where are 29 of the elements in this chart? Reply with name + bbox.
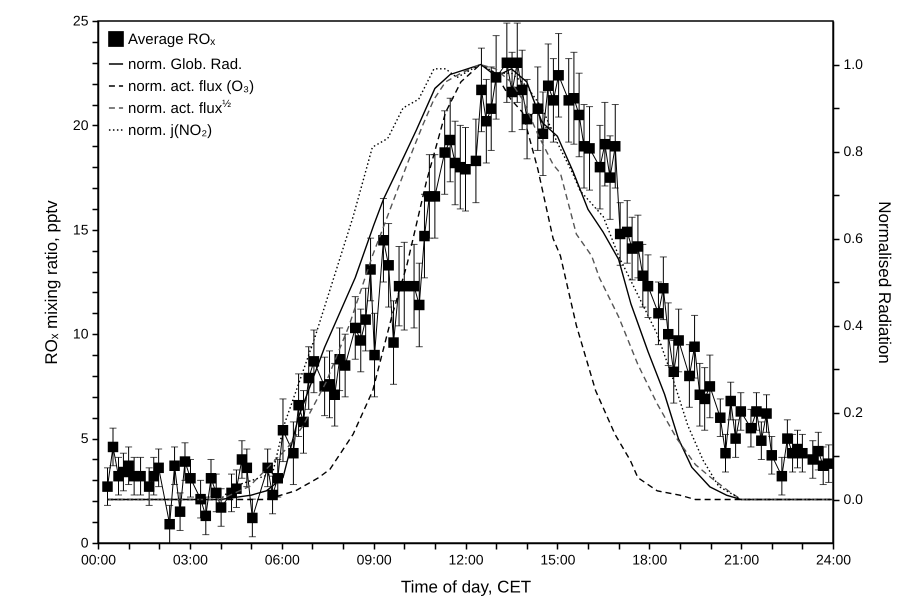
x-tick-label: 00:00 bbox=[80, 552, 116, 568]
y-tick-label: 10 bbox=[72, 326, 89, 342]
y2-tick-label: 0.8 bbox=[844, 143, 864, 159]
y2-tick-label: 1.0 bbox=[844, 56, 864, 72]
x-tick-label: 18:00 bbox=[632, 552, 668, 568]
legend-label: norm. act. flux (O₃) bbox=[128, 78, 254, 95]
x-axis-title: Time of day, CET bbox=[400, 578, 532, 596]
y-axis-title: ROₓ mixing ratio, pptv bbox=[42, 200, 61, 365]
legend-label: norm. act. flux$^{½}$ bbox=[128, 98, 232, 117]
legend-label: norm. j(NO₂) bbox=[128, 122, 212, 139]
y-tick-label: 15 bbox=[72, 221, 89, 238]
y-tick-label: 0 bbox=[80, 534, 89, 550]
x-tick-label: 12:00 bbox=[448, 552, 484, 568]
x-tick-label: 03:00 bbox=[172, 552, 208, 568]
y-tick-label: 20 bbox=[72, 116, 89, 133]
legend-label: norm. Glob. Rad. bbox=[128, 56, 242, 73]
y2-tick-label: 0.2 bbox=[844, 404, 864, 420]
y2-axis-title: Normalised Radiation bbox=[874, 201, 894, 364]
y2-tick-label: 0.6 bbox=[844, 230, 864, 246]
legend-label: Average ROₓ bbox=[128, 31, 216, 48]
x-tick-label: 06:00 bbox=[264, 552, 300, 568]
y-tick-label: 25 bbox=[72, 12, 89, 28]
y2-tick-label: 0.4 bbox=[844, 317, 864, 333]
y2-tick-label: 0.0 bbox=[844, 491, 864, 507]
x-tick-label: 15:00 bbox=[540, 552, 576, 568]
y-tick-label: 5 bbox=[80, 430, 89, 446]
x-tick-label: 21:00 bbox=[724, 552, 760, 568]
x-tick-label: 24:00 bbox=[816, 552, 852, 568]
x-tick-label: 09:00 bbox=[356, 552, 392, 568]
